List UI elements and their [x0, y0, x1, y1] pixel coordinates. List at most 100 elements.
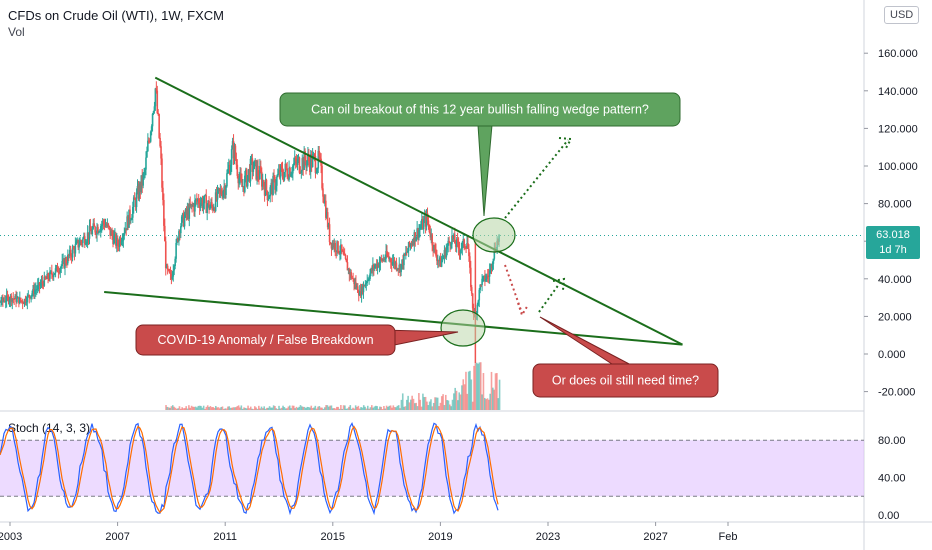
candle-body	[217, 188, 220, 190]
projection-down-arrow	[504, 264, 523, 314]
candle-body	[343, 254, 346, 256]
volume-bar	[463, 384, 466, 410]
volume-bar	[400, 399, 403, 410]
volume-bar	[475, 362, 478, 410]
candle-body	[280, 165, 283, 168]
candle-body	[390, 262, 393, 265]
candle-body	[448, 240, 450, 243]
candle-body	[335, 250, 337, 252]
volume-bar	[493, 389, 495, 410]
candle-body	[162, 187, 164, 201]
breakout-callout-box	[279, 92, 681, 127]
candle-body	[209, 206, 211, 210]
volume-bar	[321, 407, 323, 410]
candle-body	[493, 247, 496, 259]
candle-body	[201, 199, 204, 209]
candle-body	[349, 272, 352, 275]
candle-body	[451, 235, 453, 245]
candle-body	[51, 274, 54, 278]
volume-bar	[184, 408, 186, 410]
volume-bar	[330, 405, 333, 410]
candle-body	[297, 157, 300, 160]
volume-bar	[354, 405, 357, 410]
candle-body	[211, 202, 213, 207]
volume-bar	[422, 393, 424, 410]
volume-bar	[435, 397, 438, 410]
candle-body	[446, 245, 449, 250]
candle-body	[196, 199, 198, 202]
candle-body	[420, 226, 422, 229]
candle-body	[321, 165, 323, 189]
candle-body	[314, 155, 317, 173]
candle-body	[35, 289, 37, 291]
volume-bar	[444, 394, 447, 410]
candle-body	[82, 238, 84, 243]
candle-body	[328, 224, 331, 243]
candle-body	[16, 298, 18, 302]
volume-bar	[455, 390, 458, 410]
candle-body	[15, 296, 17, 302]
candle-body	[126, 216, 128, 231]
candle-body	[290, 173, 292, 177]
candle-body	[309, 154, 312, 173]
candle-body	[435, 249, 437, 256]
volume-bar	[198, 405, 201, 410]
volume-bar	[278, 405, 280, 410]
candle-body	[165, 265, 168, 269]
volume-bar	[264, 408, 267, 410]
volume-bar	[233, 407, 236, 410]
candle-body	[405, 252, 408, 254]
candle-body	[397, 268, 400, 270]
candle-body	[276, 176, 278, 186]
candle-body	[385, 250, 387, 259]
candle-body	[243, 185, 245, 192]
candle-body	[55, 265, 58, 269]
candle-body	[124, 228, 127, 233]
candle-body	[399, 264, 401, 273]
volume-bar	[190, 405, 193, 410]
volume-bar	[439, 402, 442, 410]
candle-body	[122, 234, 125, 241]
candle-body	[394, 262, 397, 266]
candle-body	[275, 185, 277, 190]
volume-bar	[353, 408, 356, 410]
currency-badge[interactable]: USD	[884, 6, 920, 24]
candle-body	[47, 274, 49, 279]
volume-bar	[381, 408, 384, 410]
volume-bar	[271, 407, 274, 410]
candle-body	[142, 173, 144, 186]
candle-body	[282, 175, 285, 181]
volume-bar	[283, 407, 286, 410]
volume-bar	[366, 405, 369, 410]
candle-body	[9, 295, 12, 300]
candle-body	[108, 225, 111, 228]
candle-body	[315, 172, 318, 174]
covid-callout-box	[135, 324, 396, 356]
volume-bar	[454, 387, 456, 410]
volume-bar	[387, 406, 389, 410]
volume-label: Vol	[8, 25, 25, 39]
candle-body	[143, 172, 145, 174]
stoch-k-line	[0, 421, 499, 516]
candle-body	[327, 224, 330, 228]
volume-bar	[294, 408, 296, 410]
candle-body	[190, 204, 192, 207]
candle-body	[74, 244, 77, 254]
candle-body	[226, 173, 228, 187]
volume-bar	[214, 405, 217, 410]
candle-body	[268, 196, 271, 199]
candle-body	[341, 250, 344, 252]
candle-body	[25, 302, 28, 304]
candle-body	[305, 161, 307, 168]
candle-body	[306, 160, 308, 168]
volume-bar	[258, 405, 260, 410]
candle-body	[459, 250, 462, 254]
candle-body	[22, 303, 25, 305]
volume-bar	[471, 401, 474, 410]
candle-body	[113, 236, 115, 245]
candle-body	[423, 215, 426, 221]
candle-body	[332, 242, 335, 248]
candle-body	[313, 154, 316, 156]
volume-bar	[310, 405, 313, 410]
